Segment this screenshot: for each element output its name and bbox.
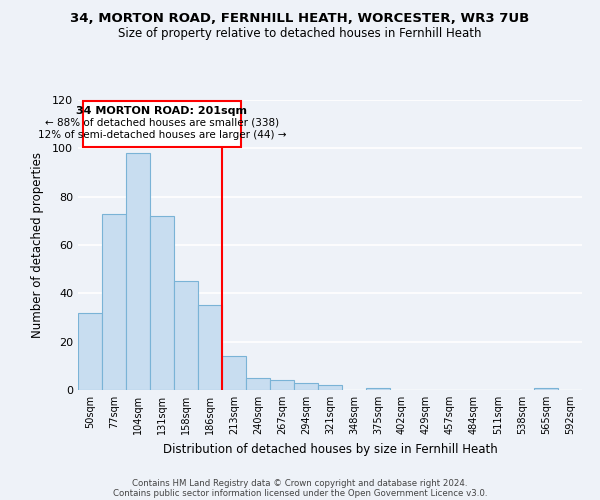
Text: Contains HM Land Registry data © Crown copyright and database right 2024.: Contains HM Land Registry data © Crown c… <box>132 478 468 488</box>
Bar <box>102 214 126 390</box>
FancyBboxPatch shape <box>83 101 241 147</box>
Text: 12% of semi-detached houses are larger (44) →: 12% of semi-detached houses are larger (… <box>38 130 286 140</box>
Bar <box>534 388 558 390</box>
Bar <box>222 356 246 390</box>
Bar <box>126 153 150 390</box>
Bar <box>294 383 318 390</box>
Bar <box>174 281 198 390</box>
Text: 34 MORTON ROAD: 201sqm: 34 MORTON ROAD: 201sqm <box>77 106 248 116</box>
Bar <box>198 306 222 390</box>
Text: 34, MORTON ROAD, FERNHILL HEATH, WORCESTER, WR3 7UB: 34, MORTON ROAD, FERNHILL HEATH, WORCEST… <box>70 12 530 26</box>
Bar <box>366 388 390 390</box>
X-axis label: Distribution of detached houses by size in Fernhill Heath: Distribution of detached houses by size … <box>163 442 497 456</box>
Text: Contains public sector information licensed under the Open Government Licence v3: Contains public sector information licen… <box>113 488 487 498</box>
Y-axis label: Number of detached properties: Number of detached properties <box>31 152 44 338</box>
Bar <box>246 378 270 390</box>
Bar <box>318 385 342 390</box>
Text: Size of property relative to detached houses in Fernhill Heath: Size of property relative to detached ho… <box>118 28 482 40</box>
Bar <box>270 380 294 390</box>
Bar <box>78 312 102 390</box>
Bar <box>150 216 174 390</box>
Text: ← 88% of detached houses are smaller (338): ← 88% of detached houses are smaller (33… <box>45 118 279 128</box>
